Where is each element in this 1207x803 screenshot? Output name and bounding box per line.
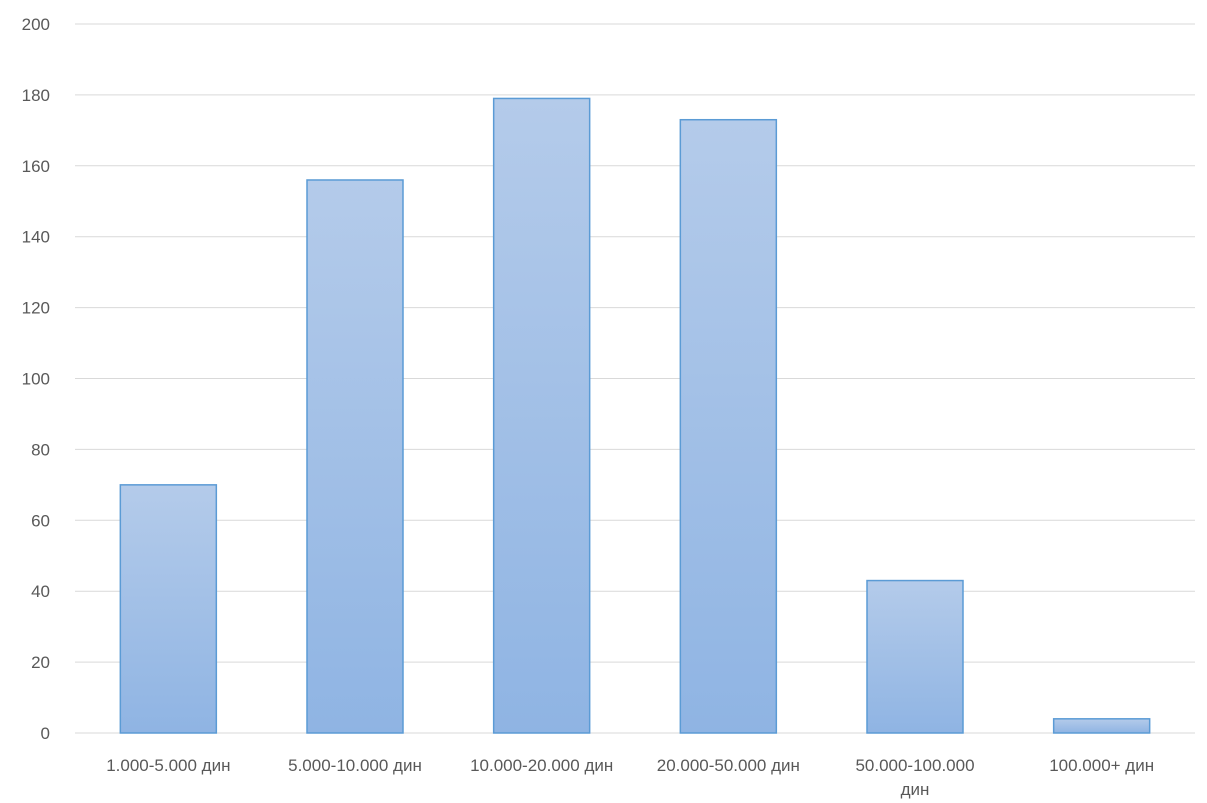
bar-2 [492,97,591,734]
x-category-label-line: 5.000-10.000 дин [288,756,422,775]
x-category-label: 1.000-5.000 дин [106,756,230,775]
y-tick-label: 0 [41,724,50,743]
bar-4 [866,579,964,734]
x-category-label-line: 20.000-50.000 дин [657,756,800,775]
gridlines [75,23,1195,734]
y-axis-ticks: 0 20 40 60 80 100 120 140 160 180 200 [22,15,50,743]
x-category-label: 50.000-100.000 дин [855,756,974,799]
y-tick-label: 60 [31,511,50,530]
y-tick-label: 20 [31,653,50,672]
x-category-label: 5.000-10.000 дин [288,756,422,775]
x-category-label-line: 10.000-20.000 дин [470,756,613,775]
bar-1 [306,179,404,734]
y-tick-label: 180 [22,86,50,105]
bar-5 [1052,718,1151,734]
x-category-label: 100.000+ дин [1049,756,1154,775]
x-category-label: 10.000-20.000 дин [470,756,613,775]
y-tick-label: 140 [22,228,50,247]
x-category-label-line: 100.000+ дин [1049,756,1154,775]
bar-3 [679,118,778,734]
y-tick-label: 200 [22,15,50,34]
x-category-label-line: 1.000-5.000 дин [106,756,230,775]
x-axis-labels: 1.000-5.000 дин 5.000-10.000 дин 10.000-20… [106,756,1154,799]
y-tick-label: 120 [22,299,50,318]
y-tick-label: 100 [22,370,50,389]
bar-0 [119,484,218,734]
bars [119,97,1151,734]
y-tick-label: 40 [31,582,50,601]
x-category-label: 20.000-50.000 дин [657,756,800,775]
y-tick-label: 80 [31,440,50,459]
x-category-label-line: 50.000-100.000 [855,756,974,775]
x-category-label-line: дин [901,780,930,799]
y-tick-label: 160 [22,157,50,176]
